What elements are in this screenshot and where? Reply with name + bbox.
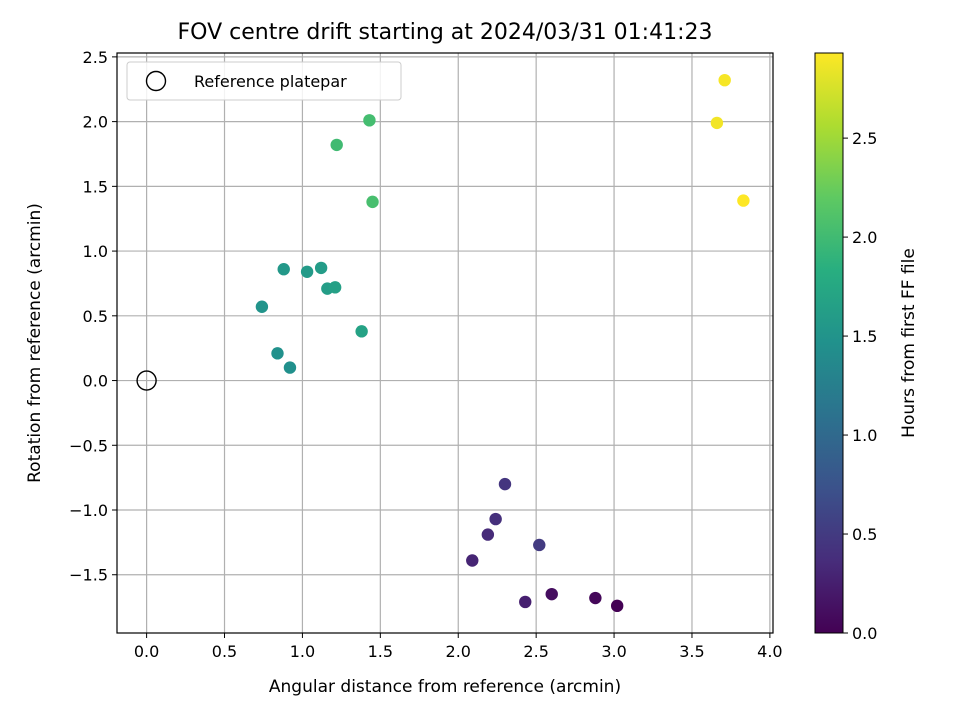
y-axis-ticks: −1.5 −1.0 −0.5 0.0 0.5 1.0 1.5 2.0 2.5 xyxy=(69,48,117,585)
y-tick-label: 1.5 xyxy=(83,177,108,196)
grid-lines xyxy=(117,53,773,633)
colorbar-tick-label: 2.0 xyxy=(852,228,877,247)
data-point xyxy=(545,587,558,601)
data-point xyxy=(519,595,532,609)
y-tick-label: 2.0 xyxy=(83,113,108,132)
x-tick-label: 1.5 xyxy=(368,642,393,661)
x-tick-label: 2.5 xyxy=(523,642,548,661)
colorbar-tick-label: 1.5 xyxy=(852,327,877,346)
x-axis-label: Angular distance from reference (arcmin) xyxy=(269,677,621,697)
data-point xyxy=(533,538,546,552)
data-point xyxy=(330,138,343,152)
data-point xyxy=(498,477,512,491)
y-tick-label: −1.0 xyxy=(69,501,108,520)
chart-title: FOV centre drift starting at 2024/03/31 … xyxy=(178,20,713,45)
data-point xyxy=(481,528,495,541)
colorbar-ticks: 0.0 0.5 1.0 1.5 2.0 2.5 xyxy=(843,129,877,643)
x-tick-label: 0.0 xyxy=(134,642,159,661)
legend-box xyxy=(126,61,402,101)
x-tick-label: 2.0 xyxy=(446,642,471,661)
reference-point xyxy=(136,370,157,391)
colorbar-tick-label: 0.5 xyxy=(852,525,877,544)
x-tick-label: 0.5 xyxy=(212,642,237,661)
data-point xyxy=(589,591,602,605)
y-tick-label: 0.5 xyxy=(83,307,108,326)
legend: Reference platepar xyxy=(126,61,402,101)
colorbar-tick-label: 0.0 xyxy=(852,624,877,643)
data-point xyxy=(718,73,731,87)
data-point xyxy=(328,281,342,294)
colorbar-label: Hours from first FF file xyxy=(899,248,919,438)
data-points xyxy=(255,73,750,613)
data-point xyxy=(466,554,479,567)
data-point xyxy=(489,512,502,526)
data-point xyxy=(363,114,376,127)
legend-label: Reference platepar xyxy=(194,72,347,91)
x-tick-label: 3.0 xyxy=(601,642,626,661)
x-tick-label: 1.0 xyxy=(290,642,315,661)
data-point xyxy=(283,361,297,374)
y-axis-label: Rotation from reference (arcmin) xyxy=(25,203,45,483)
x-tick-label: 3.5 xyxy=(679,642,704,661)
colorbar: 0.0 0.5 1.0 1.5 2.0 2.5 Hours from first FF f… xyxy=(814,52,919,643)
data-point xyxy=(271,347,284,360)
data-point xyxy=(314,261,328,275)
data-point xyxy=(255,300,269,313)
data-point xyxy=(737,194,750,207)
data-point xyxy=(366,195,379,209)
data-point xyxy=(710,116,724,130)
colorbar-tick-label: 2.5 xyxy=(852,129,877,148)
y-tick-label: 0.0 xyxy=(83,372,108,391)
plot-frame xyxy=(116,52,774,634)
x-axis-ticks: 0.0 0.5 1.0 1.5 2.0 2.5 3.0 3.5 4.0 xyxy=(134,633,783,661)
reference-layer xyxy=(136,370,157,391)
y-tick-label: −1.5 xyxy=(69,566,108,585)
y-tick-label: −0.5 xyxy=(69,436,108,455)
y-tick-label: 2.5 xyxy=(83,48,108,67)
data-point xyxy=(277,263,290,276)
colorbar-gradient xyxy=(814,52,844,634)
y-tick-label: 1.0 xyxy=(83,242,108,261)
colorbar-tick-label: 1.0 xyxy=(852,426,877,445)
data-point xyxy=(300,265,314,278)
data-point xyxy=(610,599,624,613)
x-tick-label: 4.0 xyxy=(757,642,782,661)
data-point xyxy=(355,325,368,338)
legend-marker xyxy=(145,70,167,92)
